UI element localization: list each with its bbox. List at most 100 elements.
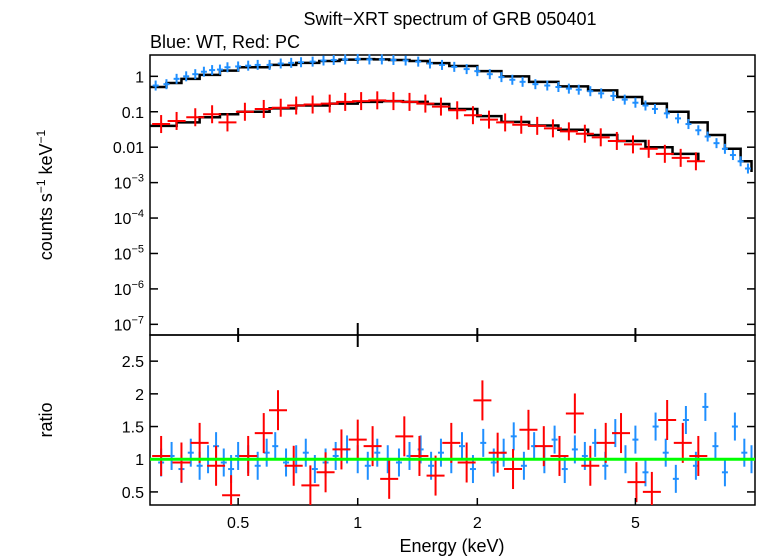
data-point bbox=[565, 83, 572, 94]
ratio-point bbox=[682, 406, 689, 434]
data-point bbox=[651, 103, 658, 114]
ratio-point bbox=[284, 445, 303, 486]
ratio-point bbox=[662, 438, 669, 467]
ratio-point bbox=[442, 422, 461, 463]
data-point bbox=[426, 58, 433, 69]
y-tick-label: 0.1 bbox=[122, 105, 144, 122]
x-tick-label: 0.5 bbox=[227, 515, 249, 532]
data-point bbox=[224, 62, 231, 73]
data-point bbox=[167, 111, 186, 130]
ratio-point bbox=[731, 412, 738, 441]
ratio-point bbox=[395, 448, 402, 477]
data-point bbox=[254, 59, 261, 70]
data-point bbox=[163, 79, 170, 90]
ratio-tick-label: 2 bbox=[135, 387, 144, 404]
x-tick-label: 1 bbox=[353, 515, 362, 532]
data-point bbox=[509, 74, 516, 85]
ratio-point bbox=[689, 435, 708, 476]
ratio-point bbox=[283, 448, 290, 477]
data-point bbox=[209, 65, 216, 76]
data-point bbox=[192, 69, 199, 80]
ratio-point bbox=[220, 448, 227, 477]
data-point bbox=[598, 88, 605, 99]
data-point bbox=[744, 163, 751, 174]
ratio-point bbox=[332, 429, 351, 470]
ratio-point bbox=[550, 435, 569, 476]
ratio-point bbox=[457, 442, 476, 483]
ratio-point bbox=[642, 471, 661, 505]
data-point bbox=[675, 113, 682, 124]
data-point bbox=[528, 116, 547, 135]
ratio-data-points bbox=[152, 380, 755, 505]
ratio-point bbox=[480, 428, 487, 457]
data-point bbox=[400, 92, 419, 111]
chart-title: Swift−XRT spectrum of GRB 050401 bbox=[304, 9, 597, 29]
data-point bbox=[216, 64, 223, 75]
model-line bbox=[150, 99, 700, 162]
ratio-point bbox=[437, 438, 444, 467]
data-point bbox=[200, 66, 207, 77]
ratio-point bbox=[473, 380, 492, 421]
data-point bbox=[632, 97, 639, 108]
data-point bbox=[203, 105, 222, 124]
data-point bbox=[152, 80, 159, 91]
main-y-axis-label: counts s−1 keV−1 bbox=[34, 129, 56, 260]
data-point bbox=[309, 56, 316, 67]
ratio-y-axis-label: ratio bbox=[36, 402, 56, 437]
data-point bbox=[342, 54, 349, 65]
data-point bbox=[555, 81, 562, 92]
ratio-point bbox=[172, 442, 191, 483]
ratio-point bbox=[721, 458, 728, 487]
data-point bbox=[448, 101, 467, 120]
y-tick-label: 10−3 bbox=[114, 173, 144, 193]
ratio-point bbox=[458, 432, 465, 461]
data-point bbox=[655, 144, 674, 163]
data-point bbox=[512, 115, 531, 134]
y-tick-label: 10−4 bbox=[114, 208, 144, 228]
data-point bbox=[663, 108, 670, 119]
data-point bbox=[479, 110, 498, 129]
data-point bbox=[486, 69, 493, 80]
ratio-tick-label: 1.5 bbox=[122, 420, 144, 437]
y-tick-label: 10−5 bbox=[114, 243, 144, 263]
y-tick-label: 10−6 bbox=[114, 279, 144, 299]
ratio-point bbox=[222, 475, 241, 505]
ratio-point bbox=[519, 409, 538, 450]
data-point bbox=[685, 119, 692, 130]
x-tick-label: 2 bbox=[473, 515, 482, 532]
data-point bbox=[607, 131, 626, 150]
data-point bbox=[623, 135, 642, 154]
y-tick-label: 1 bbox=[135, 69, 144, 86]
ratio-point bbox=[596, 422, 615, 463]
ratio-point bbox=[741, 438, 748, 467]
ratio-point bbox=[364, 451, 371, 480]
data-point bbox=[152, 115, 171, 134]
data-point bbox=[695, 125, 702, 136]
ratio-point bbox=[551, 425, 558, 454]
data-point bbox=[266, 59, 273, 70]
ratio-point bbox=[520, 451, 527, 480]
data-point bbox=[671, 148, 690, 167]
ratio-point bbox=[272, 432, 279, 461]
data-point bbox=[416, 94, 435, 113]
ratio-point bbox=[642, 458, 649, 487]
ratio-point bbox=[632, 425, 639, 454]
data-point bbox=[575, 124, 594, 143]
data-point bbox=[245, 60, 252, 71]
ratio-point bbox=[426, 455, 445, 496]
data-point bbox=[496, 113, 515, 132]
data-point bbox=[320, 55, 327, 66]
ratio-point bbox=[510, 422, 517, 451]
data-point bbox=[729, 150, 736, 161]
ratio-point bbox=[254, 451, 261, 480]
main-y-ticks: 1 0.1 0.01 10−3 10−4 10−5 10−6 10−7 bbox=[113, 69, 755, 334]
data-point bbox=[384, 92, 403, 111]
data-point bbox=[288, 57, 295, 68]
ratio-point bbox=[207, 445, 226, 486]
data-point bbox=[610, 90, 617, 101]
ratio-point bbox=[302, 438, 309, 467]
data-point bbox=[532, 79, 539, 90]
main-data-points bbox=[152, 53, 751, 174]
data-point bbox=[218, 113, 237, 132]
